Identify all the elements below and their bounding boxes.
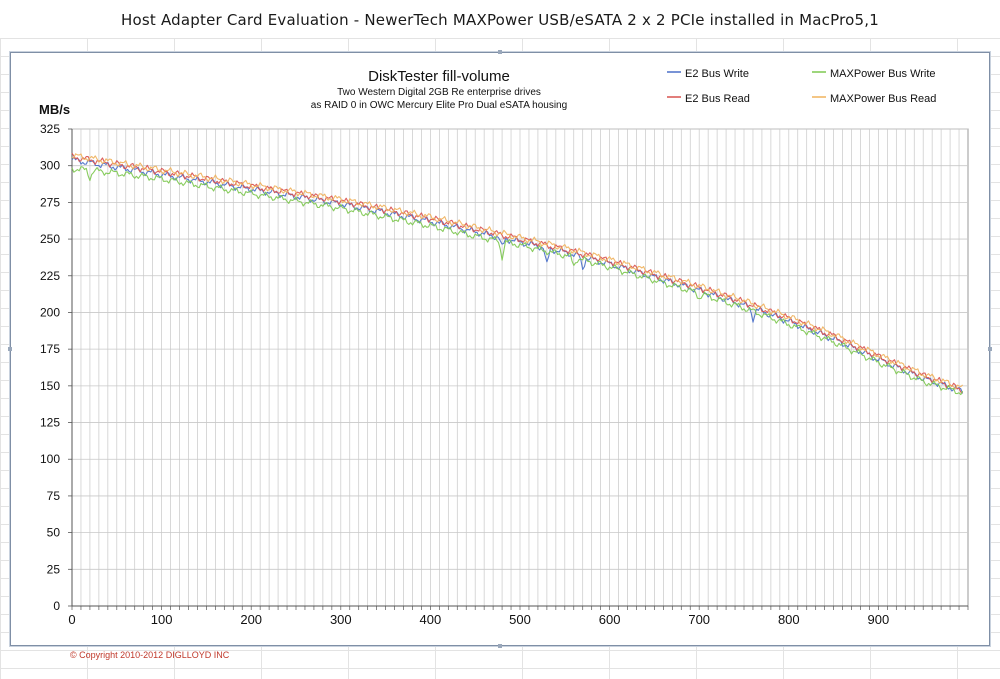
legend-label-e2-bus-write: E2 Bus Write — [685, 68, 749, 80]
x-tick-label: 500 — [509, 612, 531, 627]
legend-label-maxpower-bus-read: MAXPower Bus Read — [830, 93, 936, 105]
legend-label-e2-bus-read: E2 Bus Read — [685, 93, 750, 105]
y-tick-label: 125 — [40, 416, 60, 430]
y-tick-label: 200 — [40, 305, 60, 319]
legend-label-maxpower-bus-write: MAXPower Bus Write — [830, 68, 936, 80]
copyright-notice: © Copyright 2010-2012 DIGLLOYD INC — [70, 650, 230, 660]
y-axis-label: MB/s — [39, 102, 70, 117]
chart-title: DiskTester fill-volume — [368, 68, 510, 85]
x-tick-label: 100 — [151, 612, 173, 627]
y-tick-label: 25 — [47, 562, 61, 576]
resize-handle-top[interactable] — [498, 50, 502, 54]
x-tick-label: 600 — [599, 612, 621, 627]
x-tick-label: 300 — [330, 612, 352, 627]
x-tick-label: 400 — [420, 612, 442, 627]
chart-subtitle-line-1: Two Western Digital 2GB Re enterprise dr… — [337, 87, 541, 98]
chart-subtitle-line-2: as RAID 0 in OWC Mercury Elite Pro Dual … — [311, 100, 567, 111]
y-tick-label: 150 — [40, 379, 60, 393]
y-tick-label: 100 — [40, 452, 60, 466]
x-tick-label: 0 — [68, 612, 75, 627]
x-tick-label: 800 — [778, 612, 800, 627]
chart-frame[interactable]: DiskTester fill-volume Two Western Digit… — [8, 50, 992, 648]
y-tick-label: 275 — [40, 195, 60, 209]
y-tick-label: 50 — [47, 526, 61, 540]
resize-handle-bottom[interactable] — [498, 644, 502, 648]
y-tick-label: 325 — [40, 122, 60, 136]
resize-handle-left[interactable] — [8, 347, 12, 351]
resize-handle-right[interactable] — [988, 347, 992, 351]
page-title: Host Adapter Card Evaluation - NewerTech… — [121, 11, 879, 29]
y-tick-label: 250 — [40, 232, 60, 246]
y-tick-label: 175 — [40, 342, 60, 356]
y-tick-label: 300 — [40, 159, 60, 173]
x-tick-label: 700 — [688, 612, 710, 627]
y-tick-label: 0 — [53, 599, 60, 613]
y-tick-label: 225 — [40, 269, 60, 283]
x-tick-label: 200 — [240, 612, 262, 627]
x-tick-label: 900 — [868, 612, 890, 627]
series-line-maxpower-bus-read — [71, 153, 963, 390]
line-chart: DiskTester fill-volume Two Western Digit… — [39, 68, 969, 627]
series-line-maxpower-bus-write — [71, 166, 964, 396]
y-tick-label: 75 — [47, 489, 61, 503]
